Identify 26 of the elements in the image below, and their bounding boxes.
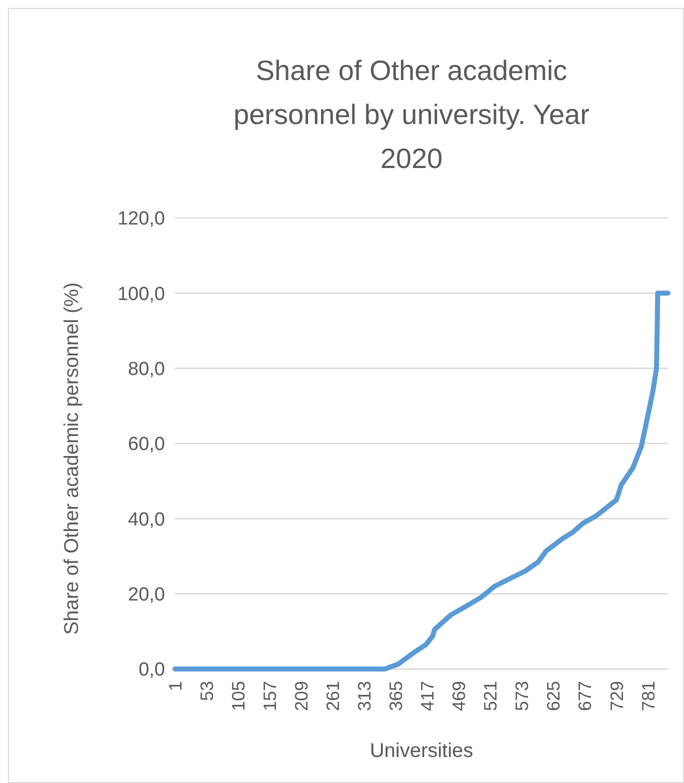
chart-title: Share of Other academic personnel by university. Year 2020 <box>234 55 590 174</box>
y-tick-label: 40,0 <box>128 509 165 530</box>
y-tick-label: 80,0 <box>128 358 165 380</box>
x-tick-label: 157 <box>260 681 280 712</box>
x-tick-label: 625 <box>544 681 564 712</box>
x-tick-label: 313 <box>354 681 374 712</box>
x-tick-label: 1 <box>165 681 186 692</box>
y-tick-label: 120,0 <box>117 208 165 230</box>
x-tick-label: 365 <box>386 681 406 712</box>
x-tick-label: 105 <box>228 681 248 712</box>
x-tick-label: 573 <box>512 681 532 712</box>
y-tick-label: 100,0 <box>117 284 165 305</box>
x-axis-title: Universities <box>370 740 474 762</box>
x-tick-label: 677 <box>575 681 596 712</box>
x-tick-label: 469 <box>449 681 470 712</box>
y-tick-label: 0,0 <box>138 660 165 681</box>
x-tick-label: 729 <box>606 681 627 712</box>
x-tick-label: 417 <box>418 681 438 712</box>
y-tick-label: 60,0 <box>128 434 165 456</box>
x-tick-label: 209 <box>291 681 312 712</box>
x-tick-label: 53 <box>196 681 217 702</box>
x-tick-label: 781 <box>638 681 658 712</box>
x-tick-label: 261 <box>322 681 343 712</box>
y-tick-label: 20,0 <box>128 584 165 606</box>
y-axis-title: Share of Other academic personnel (%) <box>61 282 83 635</box>
x-tick-label: 521 <box>480 681 501 712</box>
